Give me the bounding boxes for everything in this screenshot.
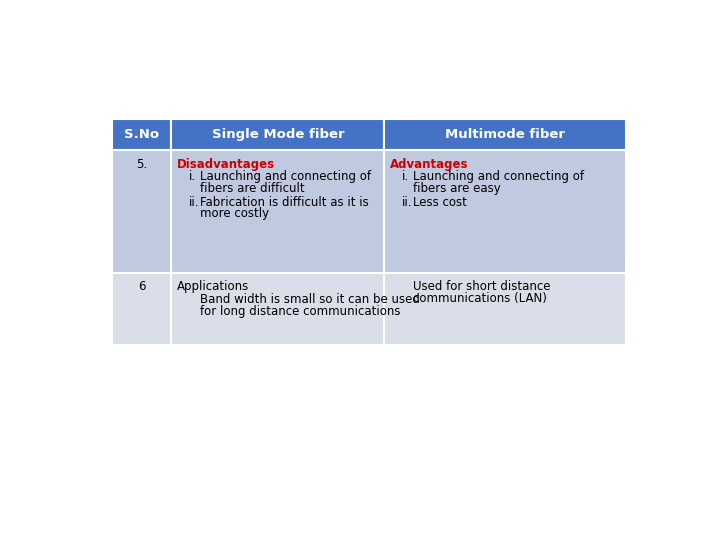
Text: Band width is small so it can be used: Band width is small so it can be used	[200, 293, 420, 306]
Text: for long distance communications: for long distance communications	[200, 305, 401, 318]
Text: S.No: S.No	[125, 128, 159, 141]
Bar	[384, 119, 626, 150]
Bar	[384, 273, 626, 346]
Text: Less cost: Less cost	[413, 195, 467, 208]
Text: communications (LAN): communications (LAN)	[413, 292, 547, 305]
Text: Single Mode fiber: Single Mode fiber	[212, 128, 344, 141]
Text: 6: 6	[138, 280, 145, 293]
Text: fibers are difficult: fibers are difficult	[200, 182, 305, 195]
Text: Launching and connecting of: Launching and connecting of	[413, 170, 585, 183]
Text: ii.: ii.	[189, 195, 199, 208]
Bar	[384, 150, 626, 273]
Bar	[171, 273, 384, 346]
Bar	[171, 150, 384, 273]
Text: i.: i.	[402, 170, 410, 183]
Text: Applications: Applications	[177, 280, 249, 293]
Text: i.: i.	[189, 170, 197, 183]
Bar	[171, 119, 384, 150]
Text: Multimode fiber: Multimode fiber	[445, 128, 565, 141]
Text: Fabrication is difficult as it is: Fabrication is difficult as it is	[200, 195, 369, 208]
Text: 5.: 5.	[136, 158, 148, 171]
Text: Advantages: Advantages	[390, 158, 469, 171]
Text: ii.: ii.	[402, 195, 413, 208]
Bar	[112, 150, 171, 273]
Text: Used for short distance: Used for short distance	[413, 280, 551, 293]
Text: more costly: more costly	[200, 207, 269, 220]
Text: Disadvantages: Disadvantages	[177, 158, 275, 171]
Bar	[112, 273, 171, 346]
Text: fibers are easy: fibers are easy	[413, 182, 501, 195]
Bar	[112, 119, 171, 150]
Text: Launching and connecting of: Launching and connecting of	[200, 170, 372, 183]
